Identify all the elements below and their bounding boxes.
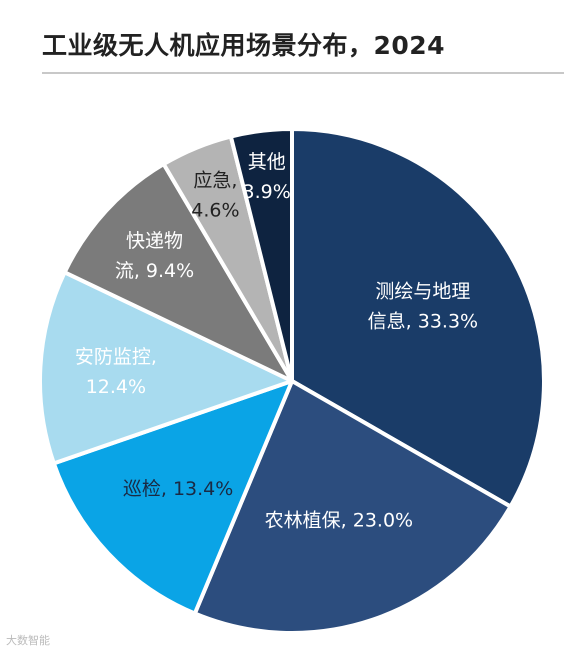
pie-slice [62,162,294,383]
pie-slice [51,379,294,616]
pie-slice [192,379,513,635]
pie-slice [290,127,546,509]
slice-label: 应急, 4.6% [191,170,239,222]
slice-label: 快递物流, 9.4% [115,230,194,282]
pie-slice [38,270,294,466]
pie-slice [228,127,294,383]
slice-label: 巡检, 13.4% [123,478,233,500]
slice-label: 测绘与地理信息, 33.3% [368,280,478,332]
chart-title: 工业级无人机应用场景分布，2024 [42,31,446,60]
slice-label: 其他 3.9% [243,151,291,203]
slice-label: 农林植保, 23.0% [265,509,413,531]
slice-label: 安防监控, 12.4% [75,346,157,398]
watermark: 大数智能 [6,634,50,647]
title-divider [42,72,564,74]
